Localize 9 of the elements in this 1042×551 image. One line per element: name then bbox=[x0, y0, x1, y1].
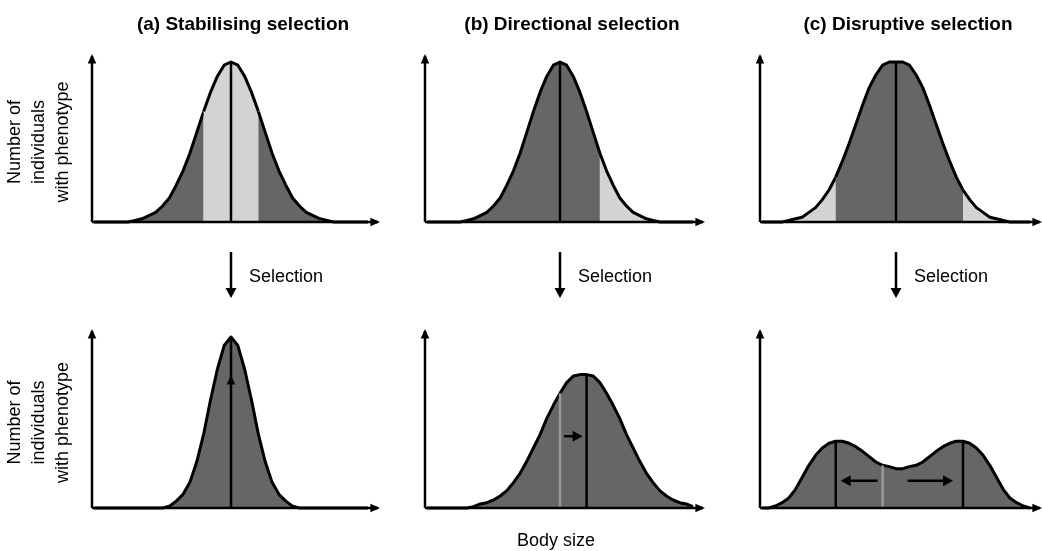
y-axis-title: Number of individuals with phenotype bbox=[4, 361, 72, 485]
chart-title: (a) Stabilising selection bbox=[136, 13, 350, 34]
text: Selection bbox=[578, 266, 653, 286]
x-axis-title: Body size bbox=[516, 530, 596, 550]
chart-title: (b) Directional selection bbox=[464, 13, 680, 34]
text: Selection bbox=[249, 266, 324, 286]
text: Selection bbox=[914, 266, 989, 286]
y-axis-title: Number of individuals with phenotype bbox=[4, 81, 72, 204]
chart-title: (c) Disruptive selection bbox=[803, 13, 1013, 34]
